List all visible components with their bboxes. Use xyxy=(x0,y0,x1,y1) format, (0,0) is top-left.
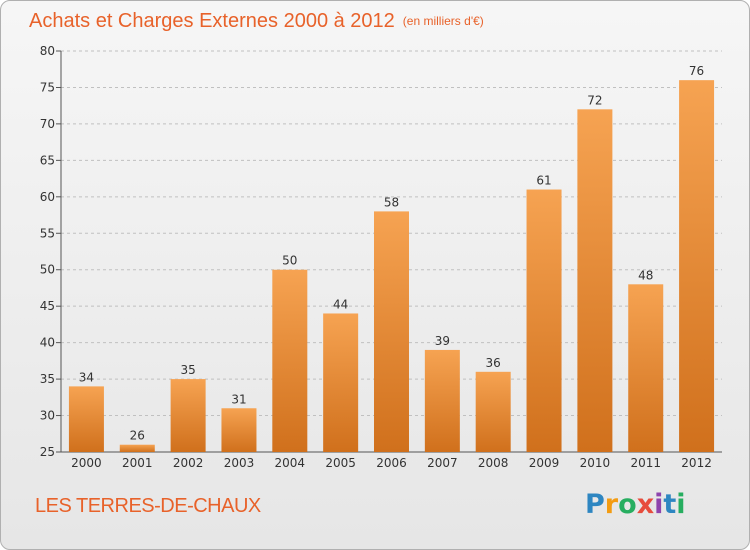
bar-value-label: 58 xyxy=(384,195,399,209)
bar xyxy=(68,386,104,452)
x-tick-label: 2004 xyxy=(275,456,306,470)
logo-letter: i xyxy=(654,489,664,520)
bar xyxy=(475,371,511,452)
logo-letter: o xyxy=(618,489,637,520)
bar xyxy=(323,313,359,452)
y-tick-label: 55 xyxy=(40,226,55,240)
x-tick-label: 2008 xyxy=(478,456,509,470)
x-tick-label: 2011 xyxy=(630,456,661,470)
bar xyxy=(119,444,155,452)
x-tick-label: 2007 xyxy=(427,456,458,470)
logo-letter: r xyxy=(604,489,619,520)
chart-subtitle: (en milliers d'€) xyxy=(402,14,484,28)
bar-value-label: 26 xyxy=(130,429,145,443)
bar-value-label: 76 xyxy=(689,64,704,78)
bar-value-label: 61 xyxy=(536,174,551,188)
bar xyxy=(424,349,460,452)
y-tick-label: 75 xyxy=(40,80,55,94)
bar xyxy=(526,189,562,452)
bar-value-label: 72 xyxy=(587,93,602,107)
x-tick-label: 2010 xyxy=(580,456,611,470)
y-tick-label: 30 xyxy=(40,409,55,423)
logo-letter: i xyxy=(676,489,686,520)
bar xyxy=(679,80,715,452)
proxiti-logo: Proxiti xyxy=(585,489,686,525)
x-tick-label: 2003 xyxy=(224,456,255,470)
bar-value-label: 48 xyxy=(638,268,653,282)
bar xyxy=(374,211,409,452)
x-tick-label: 2006 xyxy=(376,456,407,470)
x-tick-label: 2002 xyxy=(173,456,204,470)
bar-value-label: 39 xyxy=(435,334,450,348)
bar-value-label: 44 xyxy=(333,297,348,311)
y-tick-label: 25 xyxy=(40,445,55,459)
bar xyxy=(628,284,664,452)
x-tick-label: 2000 xyxy=(71,456,102,470)
bar-value-label: 31 xyxy=(231,392,246,406)
y-tick-label: 80 xyxy=(40,44,55,58)
bar-value-label: 34 xyxy=(79,370,94,384)
title-text: Achats et Charges Externes 2000 à 2012 xyxy=(29,10,395,32)
bar-value-label: 35 xyxy=(180,363,195,377)
bar xyxy=(170,379,206,452)
y-tick-label: 65 xyxy=(40,153,55,167)
logo-letter: P xyxy=(585,489,605,520)
bar-value-label: 50 xyxy=(282,254,297,268)
y-tick-label: 60 xyxy=(40,190,55,204)
bar xyxy=(577,109,613,452)
logo-letter: x xyxy=(636,489,655,520)
bar xyxy=(272,269,308,452)
x-tick-label: 2012 xyxy=(681,456,712,470)
bar-value-label: 36 xyxy=(486,356,501,370)
chart-title: Achats et Charges Externes 2000 à 2012 (e… xyxy=(29,7,484,35)
y-tick-label: 35 xyxy=(40,372,55,386)
y-tick-label: 50 xyxy=(40,263,55,277)
y-tick-label: 45 xyxy=(40,299,55,313)
x-tick-label: 2001 xyxy=(122,456,153,470)
commune-name: LES TERRES-DE-CHAUX xyxy=(35,495,261,517)
y-tick-label: 40 xyxy=(40,336,55,350)
bar xyxy=(221,408,257,452)
x-tick-label: 2009 xyxy=(529,456,560,470)
x-tick-label: 2005 xyxy=(325,456,356,470)
y-tick-label: 70 xyxy=(40,117,55,131)
logo-letter: t xyxy=(663,489,677,520)
